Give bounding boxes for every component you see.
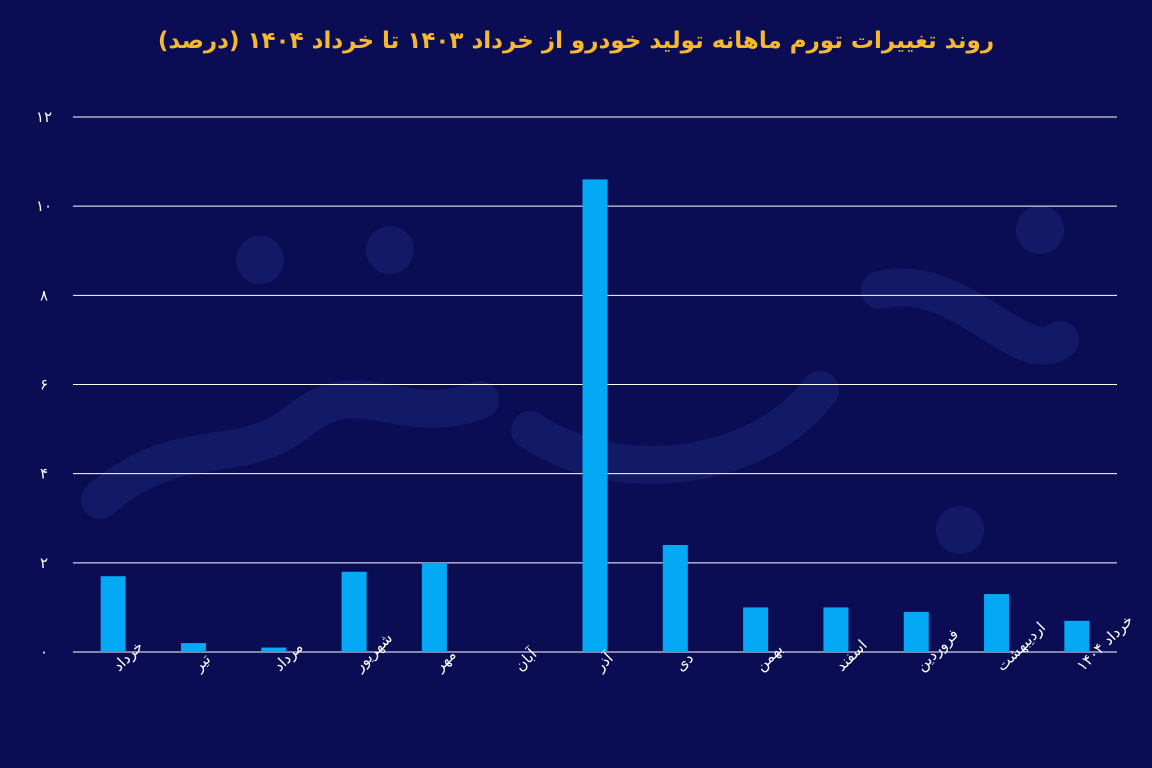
bar-7[interactable] xyxy=(662,545,688,652)
x-category-label: دی xyxy=(671,649,697,675)
y-tick-label: ۴ xyxy=(40,465,48,483)
x-category-label: تیر xyxy=(189,650,214,675)
bar-11[interactable] xyxy=(984,594,1010,652)
x-category-label: آبان xyxy=(511,645,541,675)
y-tick-label: ۰ xyxy=(40,643,48,661)
y-tick-label: ۱۲ xyxy=(36,108,52,126)
y-tick-label: ۶ xyxy=(40,376,48,394)
bar-3[interactable] xyxy=(341,571,367,652)
bar-0[interactable] xyxy=(100,576,126,652)
bar-1[interactable] xyxy=(180,643,206,652)
y-tick-label: ۲ xyxy=(40,554,48,572)
bar-8[interactable] xyxy=(743,607,769,652)
y-tick-label: ۱۰ xyxy=(36,197,52,215)
y-tick-label: ۸ xyxy=(40,286,48,304)
bar-9[interactable] xyxy=(823,607,849,652)
x-category-label: آذر xyxy=(590,649,617,676)
x-category-label: مرداد xyxy=(270,638,307,675)
bar-4[interactable] xyxy=(421,562,447,652)
bar-10[interactable] xyxy=(903,611,929,652)
bar-12[interactable] xyxy=(1064,620,1090,652)
bar-6[interactable] xyxy=(582,179,608,652)
chart-title: روند تغییرات تورم ماهانه تولید خودرو از … xyxy=(157,28,995,54)
bar-2[interactable] xyxy=(261,647,287,652)
